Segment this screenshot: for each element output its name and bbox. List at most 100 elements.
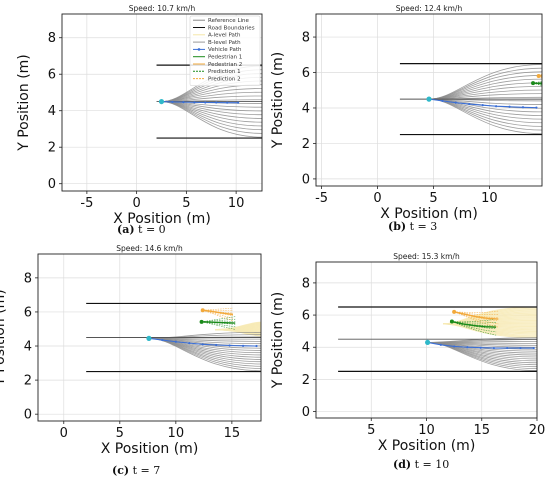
- y-tick-label: 6: [302, 66, 310, 81]
- y-tick-label: 4: [24, 340, 32, 355]
- vehicle-path-point: [535, 106, 538, 109]
- y-tick-label: 2: [302, 137, 310, 152]
- caption-d: (d) t = 10: [393, 458, 450, 471]
- y-tick-label: 8: [24, 271, 32, 286]
- x-axis-label: X Position (m): [101, 441, 199, 457]
- x-axis-label: X Position (m): [113, 211, 211, 227]
- y-axis-label: Y Position (m): [16, 54, 32, 152]
- vehicle-path-point: [226, 101, 229, 104]
- chart-svg: -5 0 5 10 0 2 4 6 8 Speed: 12.4 km/h X Position (m…: [270, 4, 543, 222]
- caption-c: (c) t = 7: [112, 464, 161, 477]
- x-tick-label: 0: [132, 196, 140, 211]
- b-level-path: [148, 331, 261, 339]
- pedestrian-1-marker: [199, 319, 204, 324]
- vehicle-marker: [146, 335, 152, 341]
- vehicle-path-point: [468, 102, 471, 106]
- x-tick-label: 15: [224, 426, 241, 441]
- vehicle-path-point: [161, 338, 164, 342]
- chart-title: Speed: 10.7 km/h: [129, 4, 196, 13]
- plot-area: [338, 306, 537, 372]
- vehicle-path-point: [193, 101, 196, 104]
- caption-a: (a) t = 0: [117, 223, 166, 236]
- legend-label: A-level Path: [208, 33, 241, 39]
- pedestrian-1-prediction: [201, 321, 236, 325]
- chart-panel-b: -5 0 5 10 0 2 4 6 8 Speed: 12.4 km/h X Position (m…: [270, 4, 550, 222]
- x-tick-label: -5: [80, 196, 93, 211]
- legend-label: Reference Line: [208, 18, 250, 24]
- vehicle-path-point: [519, 346, 522, 350]
- vehicle-marker: [158, 98, 165, 105]
- vehicle-marker: [425, 339, 431, 346]
- pedestrian-2-marker: [200, 308, 205, 313]
- vehicle-path-point: [521, 106, 525, 109]
- caption-b: (b) t = 3: [388, 220, 438, 233]
- legend-label: Prediction 1: [208, 69, 241, 75]
- x-tick-label: 5: [429, 191, 437, 206]
- y-axis-label: Y Position (m): [270, 52, 286, 150]
- vehicle-path-point: [466, 346, 469, 349]
- x-tick-label: 10: [228, 196, 245, 211]
- x-tick-label: 0: [373, 191, 381, 206]
- y-tick-label: 6: [24, 305, 32, 320]
- plot-area: [399, 63, 542, 136]
- x-tick-label: 10: [418, 423, 435, 438]
- vehicle-path-point: [532, 346, 535, 350]
- pedestrian-1-marker: [449, 319, 454, 324]
- pedestrian-1-prediction: [532, 82, 542, 86]
- y-tick-label: 2: [48, 141, 56, 156]
- y-tick-label: 0: [48, 177, 56, 192]
- x-tick-label: 5: [182, 196, 190, 211]
- y-tick-label: 2: [24, 374, 32, 389]
- x-axis-label: X Position (m): [378, 438, 476, 454]
- x-tick-label: 20: [529, 423, 546, 438]
- y-tick-label: 0: [302, 405, 310, 420]
- vehicle-path-point: [228, 344, 231, 347]
- vehicle-path-point: [495, 105, 498, 108]
- plot-frame: [37, 253, 262, 422]
- vehicle-path-point: [201, 343, 204, 346]
- chart-title: Speed: 15.3 km/h: [393, 252, 460, 261]
- x-tick-label: 10: [481, 191, 498, 206]
- pedestrian-2-prediction: [202, 309, 234, 319]
- pedestrian-1-prediction: [451, 321, 497, 330]
- vehicle-path-point: [182, 101, 185, 104]
- chart-svg: -5 0 5 10 0 2 4 6 8 Speed: 10.7 km/h X Position (m…: [16, 4, 263, 227]
- pedestrian-1-prediction: [533, 81, 542, 84]
- y-tick-label: 0: [302, 172, 310, 187]
- pedestrian-2-prediction: [454, 311, 499, 325]
- y-axis-label: Y Position (m): [0, 289, 8, 387]
- legend-marker: [197, 48, 201, 51]
- pedestrian-1-prediction: [201, 318, 236, 323]
- pedestrian-2-prediction: [202, 309, 234, 322]
- y-tick-label: 0: [24, 408, 32, 423]
- pedestrian-1-prediction: [532, 80, 542, 84]
- vehicle-path-point: [479, 346, 482, 349]
- vehicle-path-point: [188, 342, 191, 345]
- vehicle-path: [161, 101, 239, 104]
- pedestrian-2-marker: [452, 309, 457, 314]
- x-tick-label: 5: [116, 426, 124, 441]
- a-level-path: [215, 321, 261, 331]
- pedestrian-2-prediction: [454, 311, 499, 328]
- vehicle-path-point: [174, 340, 177, 343]
- vehicle-path-point: [492, 346, 496, 350]
- vehicle-path-point: [171, 100, 174, 104]
- b-level-path: [427, 342, 537, 370]
- pedestrian-2-prediction: [202, 307, 234, 311]
- vehicle-path-point: [506, 346, 509, 350]
- pedestrian-1-marker: [531, 81, 536, 86]
- b-level-path: [148, 337, 261, 369]
- legend-label: Pedestrian 2: [208, 62, 242, 68]
- vehicle-path-point: [255, 344, 258, 348]
- chart-svg: 0 5 10 15 0 2 4 6 8 Speed: 14.6 km/h X Position (m…: [0, 244, 262, 457]
- plot-area: [86, 302, 261, 373]
- vehicle-path-point: [215, 343, 218, 347]
- x-tick-label: 15: [473, 423, 490, 438]
- pedestrian-1-prediction: [451, 321, 497, 333]
- pedestrian-2-prediction: [202, 309, 234, 314]
- vehicle-path-point: [204, 101, 207, 104]
- y-tick-label: 4: [302, 341, 310, 356]
- legend-label: Prediction 2: [208, 76, 241, 82]
- x-tick-label: 10: [168, 426, 185, 441]
